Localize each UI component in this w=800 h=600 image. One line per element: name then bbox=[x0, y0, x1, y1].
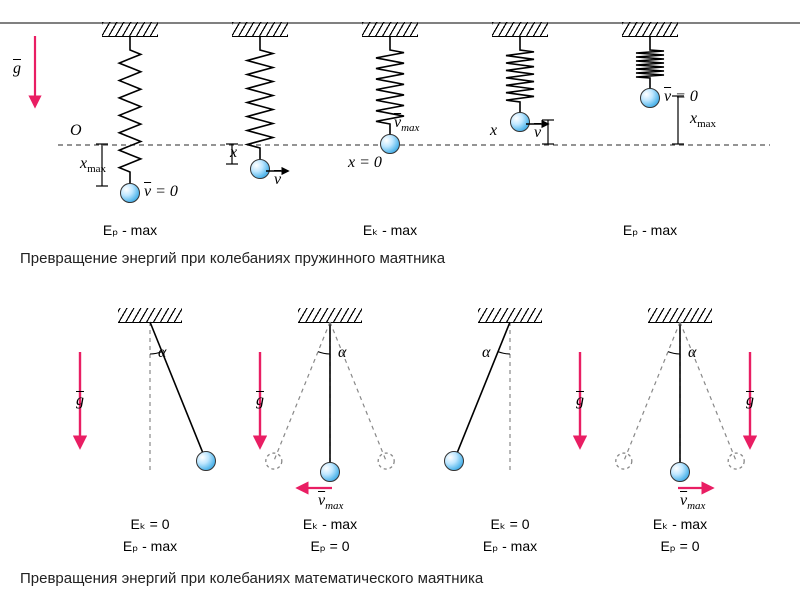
pendulum-bob bbox=[320, 462, 340, 482]
displacement-label: xmax bbox=[690, 110, 716, 130]
velocity-max-label: vmax bbox=[394, 114, 419, 134]
gravity-arrow bbox=[250, 352, 270, 472]
x-zero-label: x = 0 bbox=[348, 154, 382, 172]
spring-ceiling-hatch bbox=[622, 22, 678, 37]
displacement-bracket bbox=[672, 96, 684, 144]
displacement-label: xmax bbox=[80, 155, 106, 175]
pendulum-bob bbox=[444, 451, 464, 471]
pendulum-ceiling-hatch bbox=[298, 308, 362, 323]
spring-energy-label: Eₚ - max bbox=[623, 222, 677, 239]
velocity-label: v bbox=[274, 171, 281, 189]
spring-ceiling-hatch bbox=[492, 22, 548, 37]
displacement-bracket bbox=[542, 120, 554, 144]
angle-alpha-label: α bbox=[158, 344, 166, 362]
spring-energy-label: Eₚ - max bbox=[103, 222, 157, 239]
equilibrium-origin-label: O bbox=[70, 122, 82, 140]
velocity-max-label: vmax bbox=[318, 492, 343, 512]
spring-mass bbox=[640, 88, 660, 108]
pendulum-energy-line1: Eₖ = 0 bbox=[490, 516, 529, 533]
velocity-label: v bbox=[534, 124, 541, 142]
spring-ceiling-hatch bbox=[362, 22, 418, 37]
gravity-label: g bbox=[76, 392, 84, 410]
spring-mass bbox=[380, 134, 400, 154]
gravity-label: g bbox=[256, 392, 264, 410]
pendulum-ceiling-hatch bbox=[478, 308, 542, 323]
angle-alpha-label: α bbox=[482, 344, 490, 362]
gravity-label: g bbox=[13, 60, 21, 78]
pendulum-energy-line2: Eₚ = 0 bbox=[310, 538, 349, 555]
pendulum-energy-line1: Eₖ - max bbox=[303, 516, 357, 533]
displacement-label: x bbox=[230, 144, 237, 162]
pendulum-ceiling-hatch bbox=[118, 308, 182, 323]
spring-ceiling-hatch bbox=[232, 22, 288, 37]
spring-mass bbox=[120, 183, 140, 203]
angle-alpha-label: α bbox=[338, 344, 346, 362]
pendulum-ceiling-hatch bbox=[648, 308, 712, 323]
pendulum-bob bbox=[196, 451, 216, 471]
pendulum-energy-line1: Eₖ - max bbox=[653, 516, 707, 533]
velocity-zero-label: v = 0 bbox=[144, 183, 178, 201]
spring-ceiling-hatch bbox=[102, 22, 158, 37]
gravity-arrow bbox=[740, 352, 760, 472]
pendulum-energy-line2: Eₚ - max bbox=[483, 538, 537, 555]
pendulum-caption: Превращения энергий при колебаниях матем… bbox=[20, 570, 483, 587]
diagram-root: g Ov = 0 xmax Eₚ - max v x vmax x = 0 Eₖ - max v x… bbox=[0, 0, 800, 600]
velocity-max-label: vmax bbox=[680, 492, 705, 512]
spring-energy-label: Eₖ - max bbox=[363, 222, 417, 239]
gravity-label: g bbox=[746, 392, 754, 410]
spring-caption: Превращение энергий при колебаниях пружи… bbox=[20, 250, 445, 267]
pendulum-energy-line2: Eₚ = 0 bbox=[660, 538, 699, 555]
pendulum-bob bbox=[670, 462, 690, 482]
displacement-label: x bbox=[490, 122, 497, 140]
gravity-arrow bbox=[70, 352, 90, 472]
pendulum-energy-line2: Eₚ - max bbox=[123, 538, 177, 555]
angle-alpha-label: α bbox=[688, 344, 696, 362]
pendulum-energy-line1: Eₖ = 0 bbox=[130, 516, 169, 533]
